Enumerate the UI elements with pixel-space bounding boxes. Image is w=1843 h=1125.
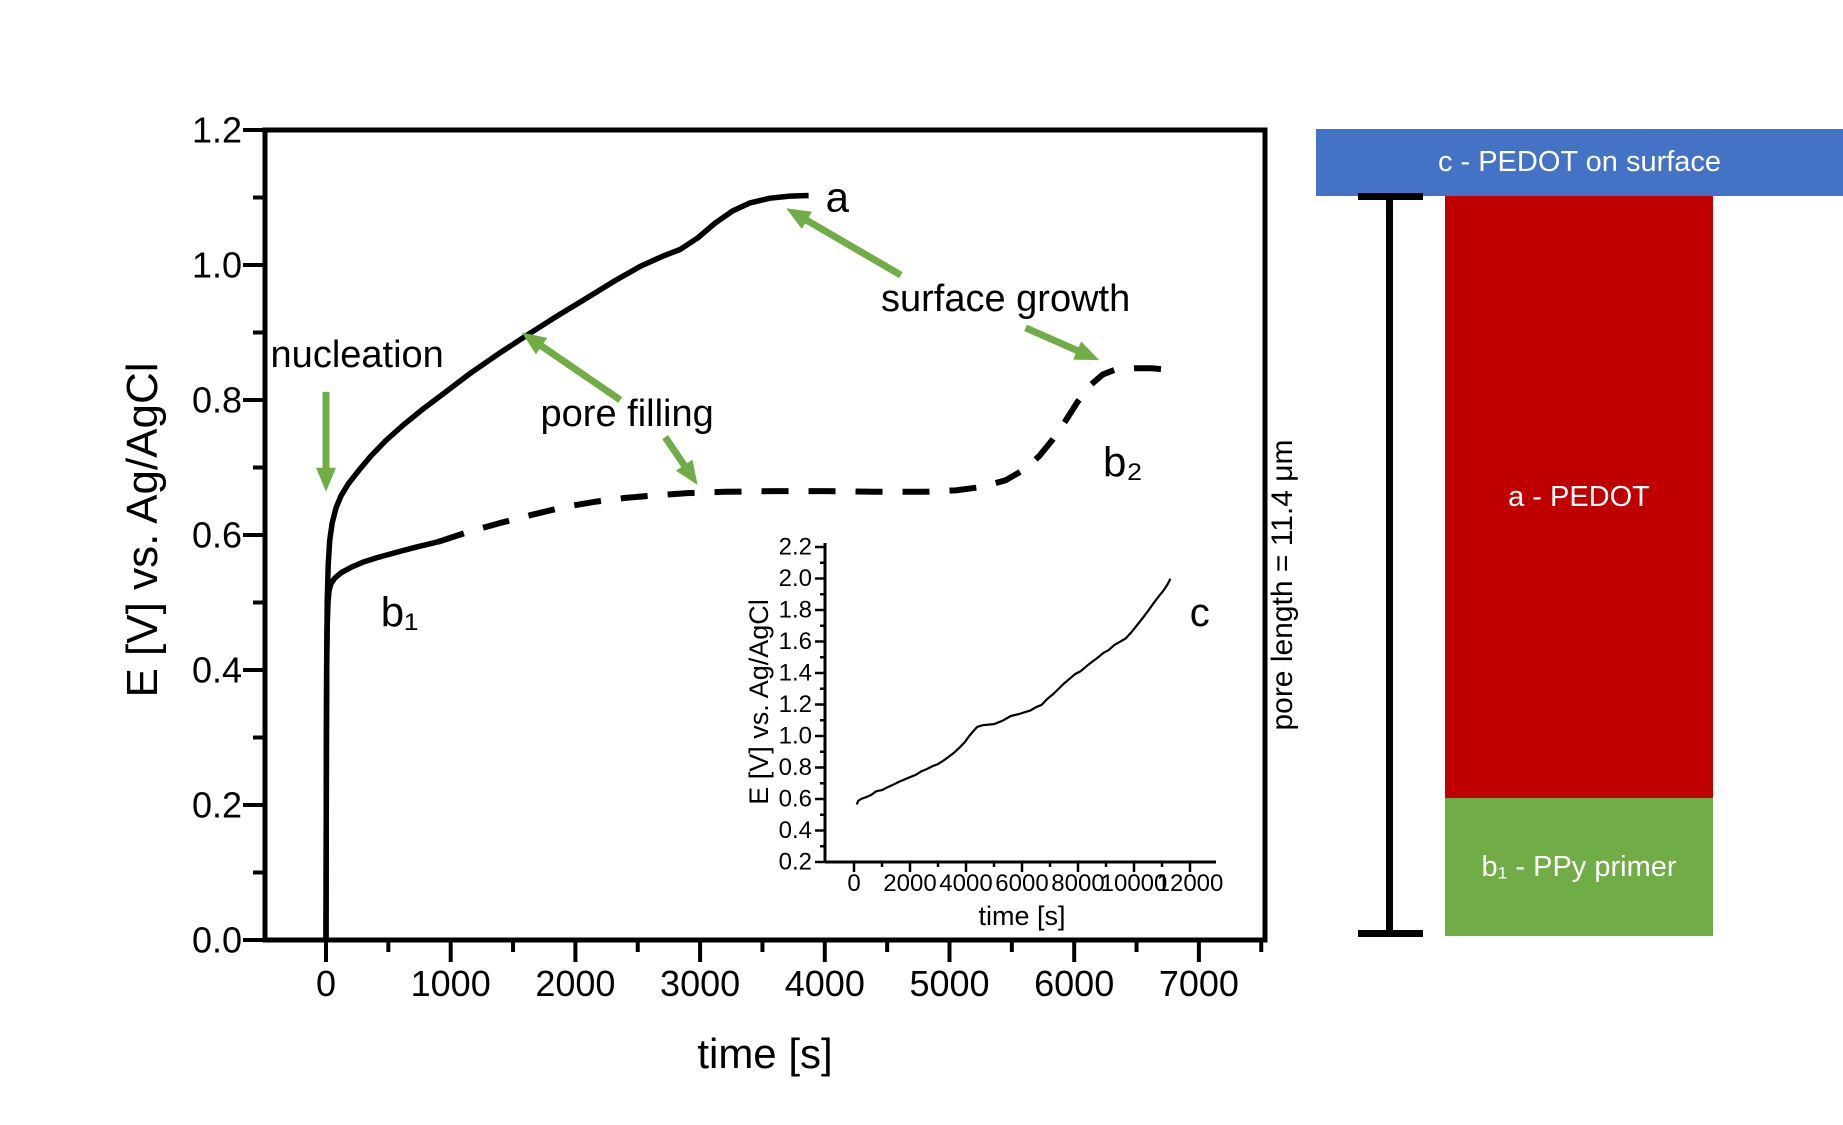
- main-annotations: nucleation pore filling surface growth: [271, 208, 1130, 492]
- annotation-text: pore filling: [541, 393, 714, 435]
- annotation-arrow-shaft: [536, 340, 623, 403]
- y-tick-label: 0.4: [779, 817, 812, 844]
- schematic-pedot-pore-bar: a - PEDOT: [1445, 196, 1713, 798]
- x-tick-label: 0: [316, 963, 336, 1004]
- inset-curve-label-c: c: [1190, 591, 1210, 635]
- y-tick-label: 0.4: [192, 650, 242, 691]
- x-tick-label: 8000: [1051, 870, 1104, 897]
- curve-label-b₂: b₂: [1103, 439, 1143, 486]
- y-tick-label: 0.2: [192, 785, 242, 826]
- annotation-arrow-shaft: [1024, 324, 1083, 356]
- annotation-text: nucleation: [271, 334, 444, 376]
- pore-length-label: pore length = 11.4 μm: [1266, 439, 1299, 731]
- y-tick-label: 1.6: [779, 628, 812, 655]
- schematic-pedot-pore-label: a - PEDOT: [1508, 480, 1650, 513]
- main-curves: a b₁ b₂: [323, 173, 1168, 941]
- x-tick-label: 3000: [660, 963, 740, 1004]
- x-tick-label: 6000: [1034, 963, 1114, 1004]
- y-tick-label: 0.8: [192, 380, 242, 421]
- annotation-arrow-head: [521, 332, 548, 355]
- pore-length-measure-line: [1386, 196, 1393, 937]
- schematic-ppy-primer-label: b₁ - PPy primer: [1481, 850, 1677, 883]
- y-tick-label: 0.2: [779, 849, 812, 876]
- y-tick-label: 1.2: [779, 691, 812, 718]
- curve-b-dashed: [437, 365, 1168, 545]
- annotation-arrow-head: [786, 208, 812, 230]
- annotation-text: surface growth: [881, 278, 1130, 320]
- inset-x-axis-label: time [s]: [978, 901, 1065, 931]
- x-tick-label: 4000: [785, 963, 865, 1004]
- annotation-arrow-head: [1073, 341, 1100, 361]
- schematic-surface-layer-bar: c - PEDOT on surface: [1316, 129, 1843, 196]
- y-tick-label: 1.8: [779, 597, 812, 624]
- schematic-ppy-primer-bar: b₁ - PPy primer: [1445, 798, 1713, 936]
- x-tick-label: 10000: [1101, 870, 1168, 897]
- y-tick-label: 0.8: [779, 754, 812, 781]
- y-tick-label: 2.0: [779, 565, 812, 592]
- pore-length-measure-cap-top: [1358, 193, 1423, 200]
- curve-c: [855, 578, 1172, 805]
- x-tick-label: 6000: [995, 870, 1048, 897]
- main-plot-frame: [262, 127, 1268, 943]
- pore-length-measure-cap-bottom: [1358, 930, 1423, 937]
- annotation-arrow-head: [316, 467, 336, 492]
- x-tick-label: 2000: [535, 963, 615, 1004]
- curve-label-b₁: b₁: [381, 588, 419, 635]
- curve-b-initial: [323, 539, 439, 941]
- x-tick-label: 12000: [1157, 870, 1224, 897]
- y-tick-label: 2.2: [779, 534, 812, 561]
- inset-y-axis-label: E [V] vs. Ag/AgCl: [744, 599, 774, 805]
- main-axis-ticks: 0 1000 2000 3000 4000 5000 6000 7000 0.0 0.2 0.4 0.…: [192, 110, 1264, 1004]
- x-tick-label: 2000: [883, 870, 936, 897]
- main-x-axis-label: time [s]: [697, 1030, 832, 1077]
- annotation-arrow-shaft: [662, 435, 690, 471]
- y-tick-label: 1.0: [192, 245, 242, 286]
- y-tick-label: 1.0: [779, 723, 812, 750]
- y-tick-label: 0.0: [192, 920, 242, 961]
- annotation-arrow-head: [675, 459, 698, 486]
- x-tick-label: 0: [847, 870, 860, 897]
- x-tick-label: 4000: [939, 870, 992, 897]
- annotation-arrow-shaft: [801, 215, 903, 279]
- x-tick-label: 5000: [909, 963, 989, 1004]
- schematic-surface-layer-label: c - PEDOT on surface: [1437, 146, 1722, 178]
- curve-a: [323, 192, 809, 941]
- y-tick-label: 0.6: [192, 515, 242, 556]
- x-tick-label: 7000: [1159, 963, 1239, 1004]
- curve-label-a: a: [826, 173, 850, 220]
- x-tick-label: 1000: [411, 963, 491, 1004]
- y-tick-label: 1.4: [779, 660, 812, 687]
- inset-curve: c: [855, 578, 1210, 805]
- y-tick-label: 0.6: [779, 786, 812, 813]
- y-tick-label: 1.2: [192, 110, 242, 151]
- main-y-axis-label: E [V] vs. Ag/AgCl: [118, 362, 167, 697]
